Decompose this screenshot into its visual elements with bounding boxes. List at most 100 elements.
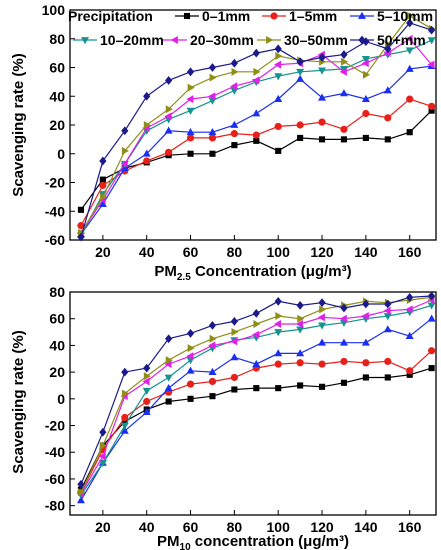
pm10-data-point [252, 308, 260, 318]
pm10-data-point [296, 300, 304, 310]
pm10-data-point [208, 367, 217, 375]
pm10-series-0 [77, 365, 435, 493]
pm25-data-point [209, 150, 216, 157]
pm10-y-tick-label: -20 [45, 418, 65, 434]
pm10-x-tick-label: 40 [139, 519, 155, 535]
pm10-y-tick-label: -40 [45, 444, 65, 460]
pm25-data-point [253, 67, 261, 76]
pm10-data-point [362, 299, 370, 309]
legend-label: 50+mm [377, 32, 426, 48]
pm25-data-point [143, 157, 151, 165]
pm25-data-point [428, 25, 436, 35]
pm10-data-point [164, 374, 173, 382]
pm10-data-point [187, 344, 195, 353]
pm10-data-point [231, 328, 239, 337]
legend-marker [358, 35, 366, 45]
pm10-x-axis-title-sub: 10 [180, 542, 192, 550]
pm25-data-point [186, 127, 195, 136]
pm10-data-point [231, 386, 238, 393]
pm25-data-point [165, 76, 173, 85]
pm25-series-2 [76, 61, 436, 238]
pm10-data-point [121, 418, 128, 425]
pm25-data-point [341, 57, 349, 66]
pm10-x-tick-label: 120 [310, 519, 334, 535]
pm25-data-point [142, 149, 151, 157]
pm10-data-point [340, 303, 348, 313]
pm25-data-point [340, 136, 348, 143]
pm10-data-point [296, 349, 305, 357]
pm25-data-point [428, 102, 436, 110]
pm10-data-point [99, 427, 107, 437]
pm10-data-point [384, 374, 391, 381]
pm10-data-point [252, 359, 261, 367]
pm10-y-tick-label: 40 [49, 337, 65, 353]
pm25-data-point [186, 95, 194, 104]
pm25-y-axis-title: Scavenging rate (%) [10, 53, 27, 196]
pm10-y-tick-label: 20 [49, 364, 65, 380]
pm10-series-2 [76, 314, 436, 504]
pm25-data-point [99, 156, 107, 166]
pm25-data-point [318, 118, 326, 126]
pm25-data-point [164, 126, 173, 134]
legend-label: 0–1mm [202, 8, 250, 24]
pm10-y-tick-label: 0 [57, 391, 65, 407]
pm25-data-point [384, 44, 392, 54]
pm25-y-tick-label: -20 [45, 175, 65, 191]
pm10-plot-frame [69, 291, 437, 516]
pm10-data-point [165, 398, 172, 405]
pm10-data-point [428, 365, 435, 372]
pm25-series-group [76, 11, 436, 242]
pm25-x-tick-label: 140 [354, 244, 378, 260]
pm25-x-tick-label: 120 [310, 244, 334, 260]
pm10-data-point [186, 352, 194, 361]
pm25-data-point [406, 95, 414, 103]
pm10-x-axis-title-main: PM [157, 533, 180, 550]
pm10-data-point [361, 338, 370, 346]
pm25-data-point [253, 137, 260, 144]
pm25-data-point [98, 199, 107, 207]
pm10-data-point [362, 374, 369, 381]
pm10-y-axis-title: Scavenging rate (%) [10, 330, 27, 473]
pm25-data-point [208, 127, 217, 136]
pm10-data-point [428, 291, 436, 301]
pm10-data-point [208, 320, 217, 330]
pm10-data-point [230, 316, 238, 326]
pm10-data-point [186, 380, 195, 388]
pm10-series-line [80, 299, 432, 494]
pm25-data-point [406, 18, 414, 28]
pm10-axis-ticks: 20 40 60 80 100 120 140 160 -80 -60 -40 -20 0 20 40 60 8… [45, 284, 422, 535]
pm25-data-point [165, 105, 173, 114]
legend-item: 5–10mm [350, 8, 433, 24]
pm25-data-point [318, 53, 326, 62]
pm10-data-point [143, 363, 151, 373]
pm25-x-tick-label: 20 [95, 244, 111, 260]
pm10-data-point [252, 330, 260, 339]
pm25-data-point [230, 58, 238, 68]
pm25-y-tick-label: 0 [57, 146, 65, 162]
pm10-data-point [383, 306, 391, 315]
pm10-series-6 [77, 291, 436, 489]
pm10-data-point [318, 338, 327, 346]
pm25-data-point [230, 120, 239, 128]
pm10-series-1 [77, 347, 436, 496]
pm25-data-point [208, 134, 217, 142]
legend-item: 10–20mm [73, 32, 164, 48]
pm10-data-point [361, 312, 369, 321]
pm25-data-point [384, 136, 391, 143]
pm25-data-point [77, 232, 85, 242]
pm10-data-point [253, 320, 261, 329]
pm10-series-group [76, 291, 436, 504]
pm10-data-point [98, 460, 107, 468]
pm10-data-point [186, 328, 195, 338]
pm10-data-point [405, 331, 414, 339]
pm10-y-tick-label: -60 [45, 471, 65, 487]
pm25-data-point [186, 107, 195, 115]
pm25-data-point [230, 82, 238, 91]
pm10-data-point [208, 341, 216, 350]
pm10-data-point [98, 452, 106, 461]
pm10-data-point [339, 338, 348, 346]
pm25-data-point [296, 57, 304, 67]
pm25-x-tick-label: 40 [139, 244, 155, 260]
pm10-data-point [295, 320, 303, 329]
